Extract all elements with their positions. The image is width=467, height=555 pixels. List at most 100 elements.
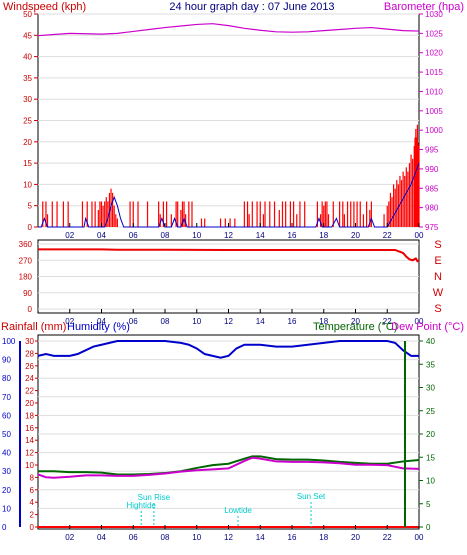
windspeed-bar xyxy=(394,188,396,227)
windspeed-bar xyxy=(229,218,231,227)
compass-label: S xyxy=(434,303,441,315)
windspeed-bar xyxy=(137,201,139,227)
windspeed-bar xyxy=(386,205,388,227)
rainfall-tick-label: 4 xyxy=(30,498,35,507)
windspeed-bar xyxy=(158,201,160,227)
rainfall-tick-label: 12 xyxy=(25,449,34,458)
temperature-tick-label: 20 xyxy=(426,430,435,439)
time-tick-label: 02 xyxy=(65,533,74,542)
windspeed-tick-label: 5 xyxy=(28,202,33,211)
rainfall-tick-label: 14 xyxy=(25,436,34,445)
windspeed-bar xyxy=(304,201,306,227)
windspeed-bar xyxy=(100,201,103,227)
direction-tick-label: 360 xyxy=(19,240,33,249)
windspeed-bar xyxy=(256,201,258,227)
windspeed-bar xyxy=(97,209,99,227)
temperature-axis-title: Temperature (°C) xyxy=(313,321,397,333)
rainfall-tick-label: 24 xyxy=(25,374,34,383)
barometer-tick-label: 1015 xyxy=(425,68,443,77)
compass-label: W xyxy=(433,287,444,299)
humidity-tick-label: 60 xyxy=(2,411,11,420)
tide-marker-label: Sun Set xyxy=(297,492,326,501)
time-tick-label: 22 xyxy=(383,533,392,542)
temperature-line xyxy=(38,455,420,476)
wind-time-ticks: 02 04 06 08 10 12 14 16 18 20 22 00 xyxy=(65,223,424,240)
windspeed-bar xyxy=(350,201,352,227)
windspeed-bar xyxy=(414,137,416,227)
rainfall-tick-label: 6 xyxy=(30,486,35,495)
windspeed-bar xyxy=(219,218,222,227)
humidity-tick-label: 30 xyxy=(2,467,11,476)
windspeed-bar xyxy=(62,201,64,227)
windspeed-bar xyxy=(180,209,182,227)
compass-label: S xyxy=(434,239,441,251)
time-tick-label: 00 xyxy=(415,231,424,240)
time-tick-label: 10 xyxy=(192,317,201,326)
windspeed-bar xyxy=(388,201,390,227)
windspeed-bar xyxy=(281,201,284,227)
rainfall-tick-label: 2 xyxy=(30,511,35,520)
windspeed-tick-label: 10 xyxy=(23,180,32,189)
windspeed-bar xyxy=(115,214,117,227)
windspeed-tick-label: 20 xyxy=(23,138,32,147)
rainfall-tick-label: 28 xyxy=(25,349,34,358)
rainfall-tick-label: 8 xyxy=(30,473,35,482)
windspeed-bar xyxy=(175,201,177,227)
windspeed-bar xyxy=(332,201,334,227)
windspeed-bar xyxy=(94,201,96,227)
barometer-tick-label: 1025 xyxy=(425,29,443,38)
windspeed-bar xyxy=(278,209,280,227)
windspeed-bar xyxy=(383,214,385,227)
windspeed-bar xyxy=(262,214,265,227)
rainfall-tick-label: 30 xyxy=(25,337,34,346)
direction-tick-label: 270 xyxy=(19,256,33,265)
windspeed-tick-label: 35 xyxy=(23,74,32,83)
rainfall-axis-title: Rainfall (mm) xyxy=(1,321,66,333)
windspeed-bar xyxy=(191,201,193,227)
windspeed-bar xyxy=(359,201,361,227)
windspeed-tick-label: 0 xyxy=(28,223,33,232)
barometer-tick-label: 1005 xyxy=(425,107,443,116)
barometer-tick-label: 995 xyxy=(425,146,439,155)
windspeed-bar xyxy=(393,184,395,227)
temperature-tick-label: 10 xyxy=(426,477,435,486)
time-tick-label: 08 xyxy=(161,231,170,240)
windspeed-bar xyxy=(102,205,104,227)
windspeed-bar xyxy=(46,214,49,227)
time-tick-label: 14 xyxy=(256,317,265,326)
wind-direction-line xyxy=(38,248,420,263)
windspeed-bar xyxy=(259,201,261,227)
windspeed-bar xyxy=(416,124,419,227)
humidity-tick-label: 100 xyxy=(2,337,16,346)
windspeed-bar xyxy=(327,214,330,227)
time-tick-label: 04 xyxy=(97,317,106,326)
windspeed-bar xyxy=(185,214,187,227)
windspeed-bar xyxy=(86,201,88,227)
windspeed-bar xyxy=(107,201,109,227)
humidity-tick-label: 0 xyxy=(2,523,7,532)
windspeed-tick-label: 25 xyxy=(23,117,32,126)
windspeed-bar xyxy=(181,201,184,227)
windspeed-bar xyxy=(188,201,190,227)
windspeed-bar xyxy=(324,201,326,227)
temperature-tick-label: 0 xyxy=(426,523,431,532)
windspeed-tick-label: 40 xyxy=(23,53,32,62)
humidity-tick-label: 20 xyxy=(2,486,11,495)
direction-tick-label: 0 xyxy=(28,305,33,314)
windspeed-bar xyxy=(396,180,398,227)
windspeed-bar xyxy=(132,201,134,227)
time-tick-label: 14 xyxy=(256,533,265,542)
rainfall-tick-label: 16 xyxy=(25,424,34,433)
humidity-tick-label: 70 xyxy=(2,393,11,402)
windspeed-bar xyxy=(408,163,411,227)
humidity-tick-label: 80 xyxy=(2,374,11,383)
tide-marker-label: Lowtide xyxy=(224,506,252,515)
windspeed-bar xyxy=(204,218,206,227)
windspeed-bar xyxy=(51,201,53,227)
time-tick-label: 12 xyxy=(224,533,233,542)
barometer-line xyxy=(37,23,420,37)
barometer-tick-label: 980 xyxy=(425,204,439,213)
rainfall-tick-label: 22 xyxy=(25,387,34,396)
